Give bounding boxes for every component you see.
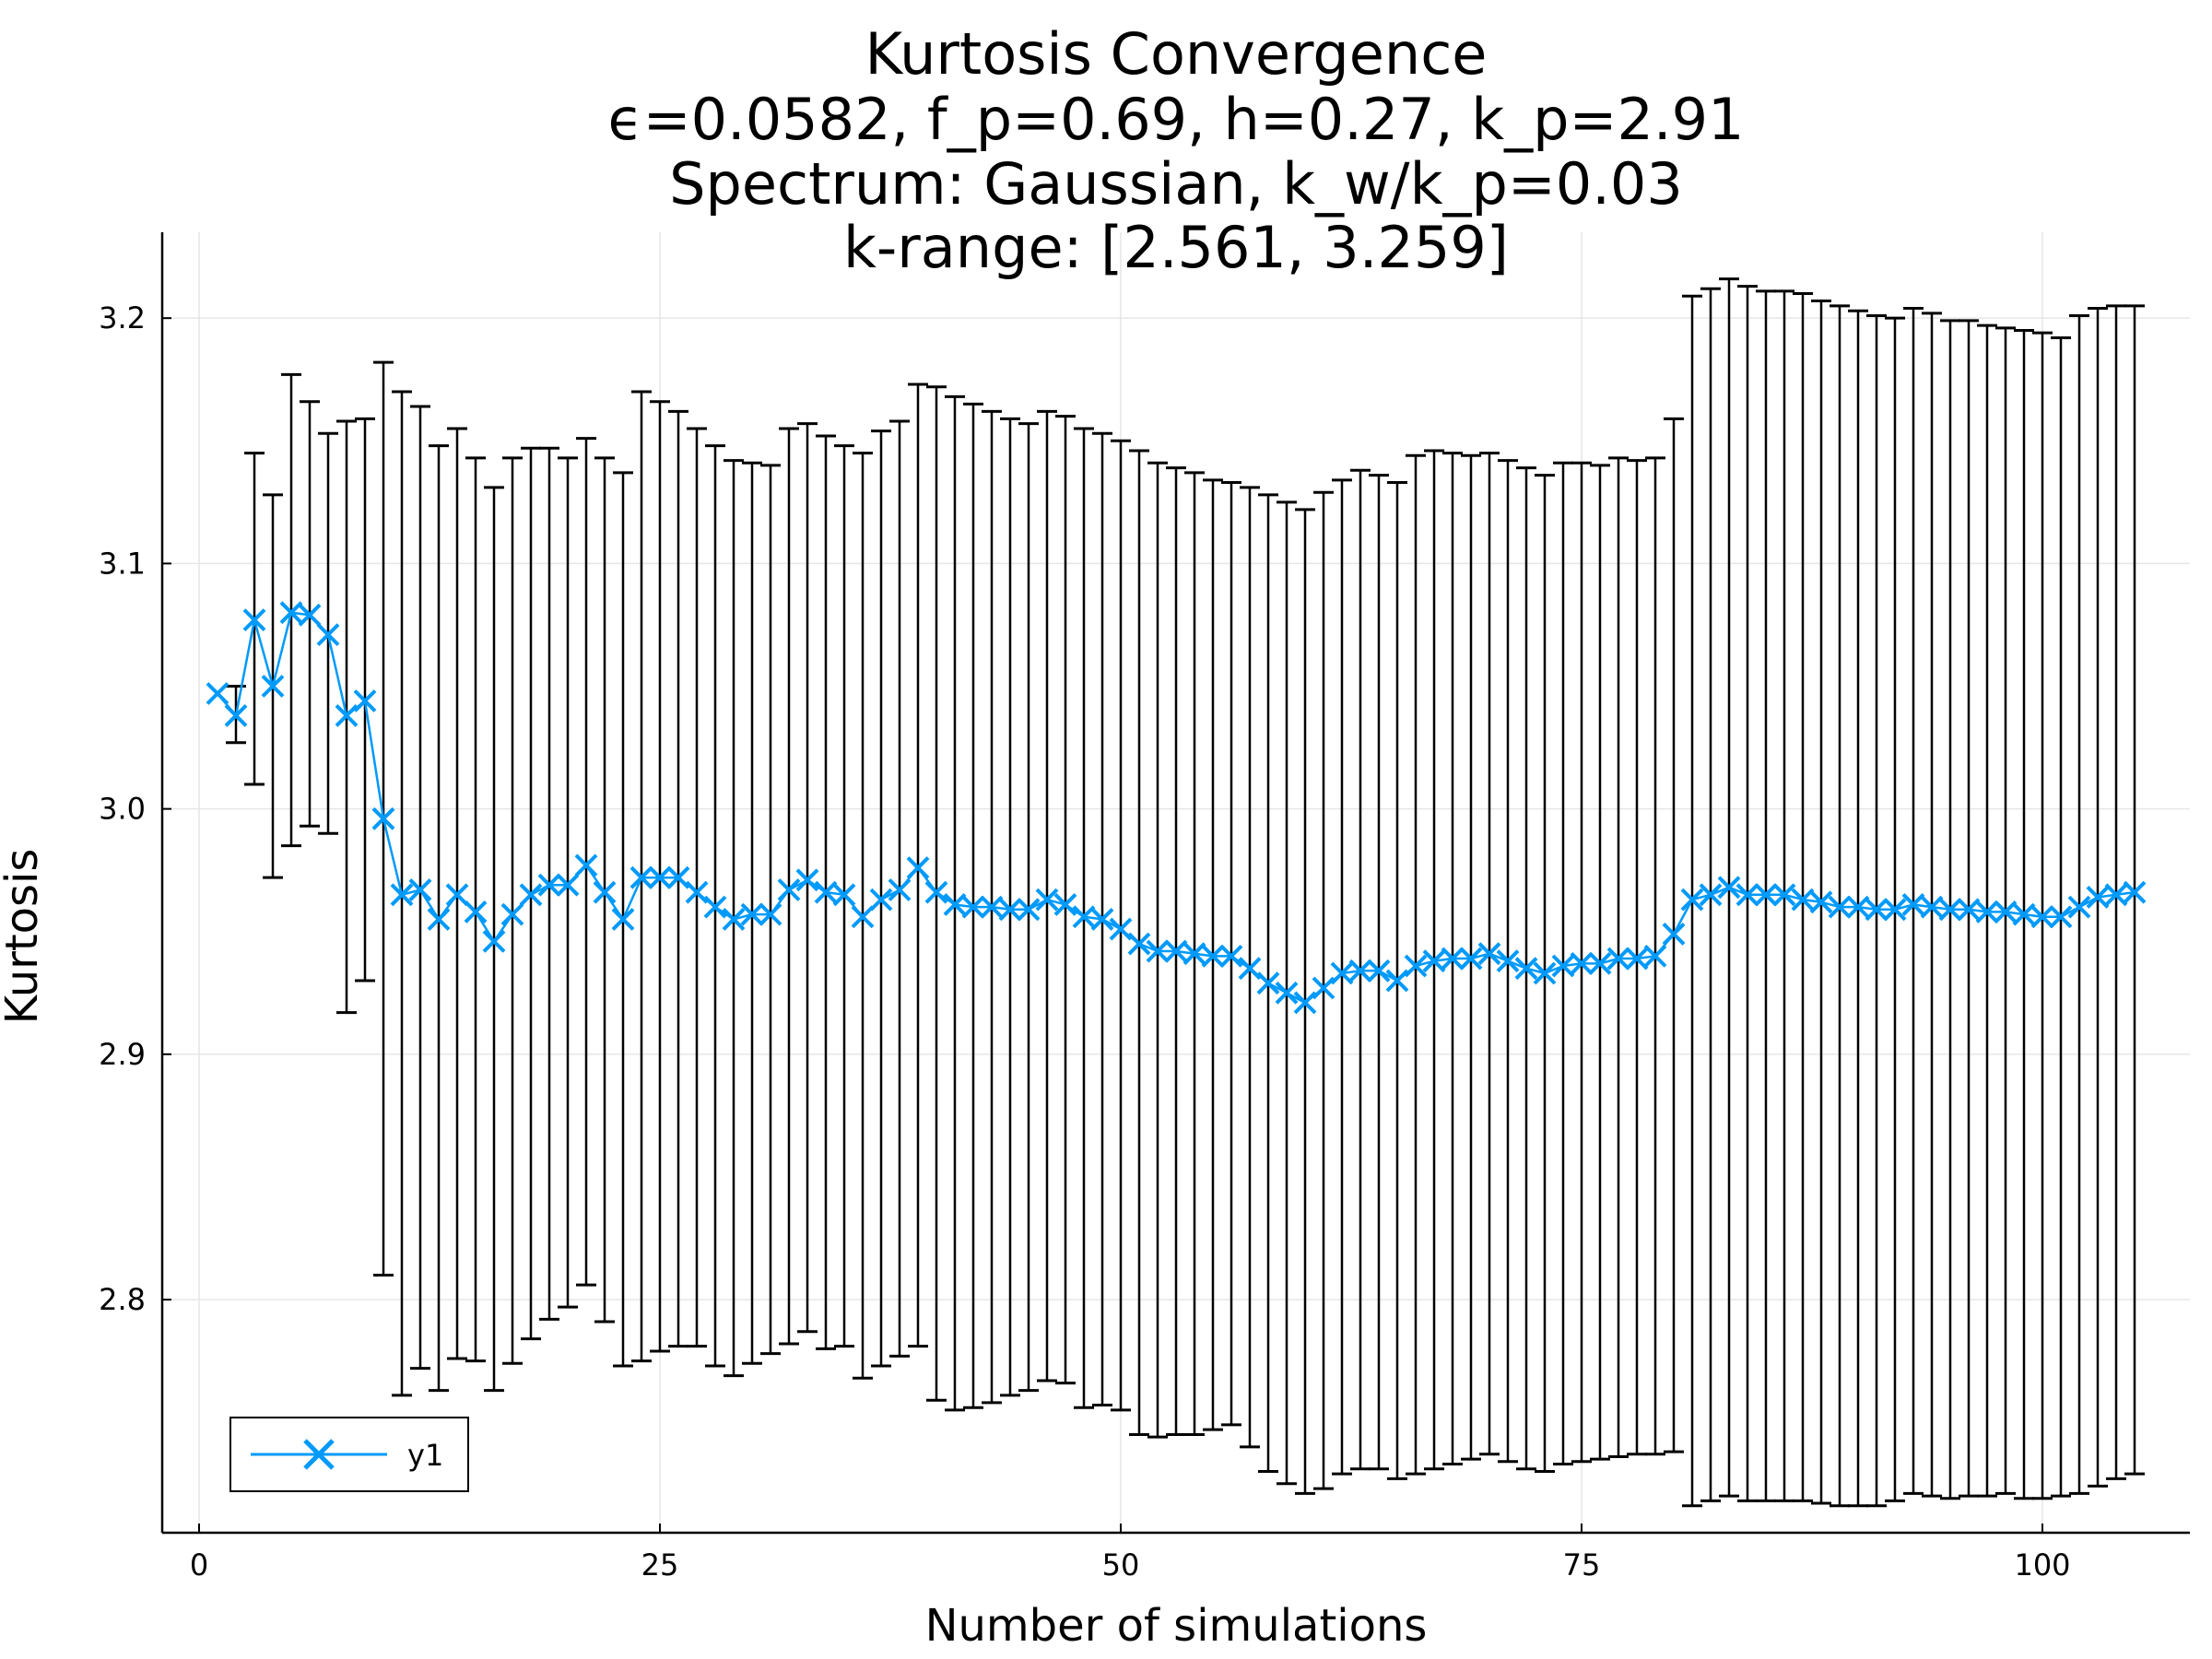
y-tick-label: 2.9 [99, 1037, 146, 1072]
x-tick-label: 75 [1563, 1547, 1601, 1583]
title-line-1: Kurtosis Convergence [865, 20, 1488, 88]
legend-label-y1: y1 [407, 1438, 443, 1473]
y-tick-label: 3.0 [99, 792, 146, 827]
y-tick-label: 2.8 [99, 1282, 146, 1317]
x-tick-label: 100 [2014, 1547, 2070, 1583]
y-axis-label: Kurtosis [0, 849, 48, 1025]
x-axis-label: Number of simulations [925, 1600, 1428, 1652]
x-tick-label: 0 [190, 1547, 208, 1583]
x-tick-label: 25 [641, 1547, 679, 1583]
title-line-2: ϵ=0.0582, f_p=0.69, h=0.27, k_p=2.91 [607, 86, 1744, 153]
legend: y1 [230, 1418, 468, 1491]
title-line-3: Spectrum: Gaussian, k_w/k_p=0.03 [669, 150, 1683, 218]
y-tick-label: 3.2 [99, 300, 146, 335]
y-tick-label: 3.1 [99, 546, 146, 581]
x-tick-label: 50 [1102, 1547, 1140, 1583]
title-line-4: k-range: [2.561, 3.259] [843, 214, 1509, 281]
